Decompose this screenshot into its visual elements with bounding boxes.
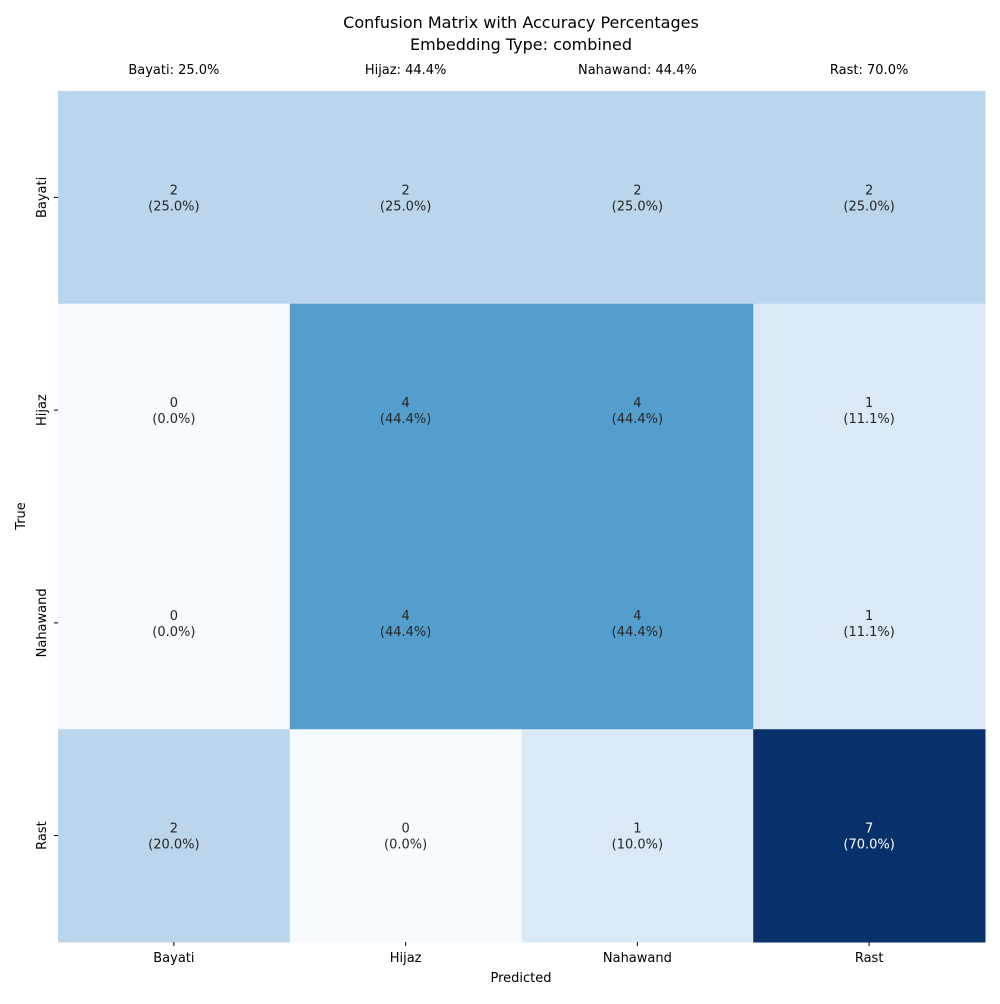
cell-percent-label: (11.1%) [843,412,894,427]
heatmap-cell [58,729,291,943]
x-axis: Bayati Hijaz Nahawand Rast [153,942,883,966]
heatmap-cells: 2(25.0%)2(25.0%)2(25.0%)2(25.0%)0(0.0%)4… [58,91,986,943]
cell-percent-label: (25.0%) [612,199,663,214]
chart-subtitle: Embedding Type: combined [410,35,632,54]
cell-count-label: 2 [401,183,409,198]
cell-count-label: 1 [633,822,641,837]
heatmap-cell [58,91,291,305]
cell-percent-label: (20.0%) [148,838,199,853]
column-accuracy-label: Rast: 70.0% [830,63,908,78]
y-tick-label: Nahawand [35,588,50,657]
y-tick-label: Bayati [35,177,50,218]
heatmap-cell [289,91,522,305]
cell-count-label: 4 [633,609,641,624]
cell-count-label: 4 [401,396,409,411]
cell-percent-label: (44.4%) [612,412,663,427]
y-tick-label: Hijaz [35,394,50,426]
y-tick-label: Rast [35,821,50,850]
cell-percent-label: (0.0%) [152,625,195,640]
cell-percent-label: (70.0%) [843,838,894,853]
cell-percent-label: (44.4%) [380,625,431,640]
cell-percent-label: (25.0%) [148,199,199,214]
y-axis-title: True [14,502,29,531]
column-accuracy-label: Hijaz: 44.4% [365,63,447,78]
heatmap-cell [289,516,522,730]
cell-count-label: 0 [401,822,409,837]
cell-count-label: 2 [633,183,641,198]
heatmap-cell [58,516,291,730]
cell-percent-label: (11.1%) [843,625,894,640]
cell-count-label: 2 [170,183,178,198]
heatmap-cell [521,516,754,730]
heatmap-cell [521,91,754,305]
chart-title: Confusion Matrix with Accuracy Percentag… [343,13,699,32]
cell-percent-label: (10.0%) [612,838,663,853]
heatmap-cell [58,303,291,517]
cell-percent-label: (25.0%) [843,199,894,214]
cell-count-label: 0 [170,396,178,411]
column-accuracy-label: Bayati: 25.0% [128,63,219,78]
heatmap-cell [521,729,754,943]
x-axis-title: Predicted [490,971,551,986]
heatmap-cell [289,729,522,943]
heatmap-cell [753,516,986,730]
column-accuracy-label: Nahawand: 44.4% [578,63,697,78]
x-tick-label: Nahawand [603,951,672,966]
x-tick-label: Hijaz [390,951,422,966]
cell-percent-label: (0.0%) [152,412,195,427]
column-accuracy-labels: Bayati: 25.0% Hijaz: 44.4% Nahawand: 44.4%… [128,63,908,78]
x-tick-label: Rast [855,951,884,966]
cell-percent-label: (25.0%) [380,199,431,214]
cell-count-label: 2 [170,822,178,837]
cell-count-label: 4 [401,609,409,624]
heatmap-cell [289,303,522,517]
cell-count-label: 2 [865,183,873,198]
cell-percent-label: (44.4%) [380,412,431,427]
heatmap-cell [521,303,754,517]
heatmap-cell [753,729,986,943]
x-tick-label: Bayati [153,951,194,966]
heatmap-cell [753,91,986,305]
cell-percent-label: (0.0%) [384,838,427,853]
heatmap-cell [753,303,986,517]
cell-count-label: 0 [170,609,178,624]
cell-count-label: 1 [865,396,873,411]
cell-count-label: 1 [865,609,873,624]
y-axis: Bayati Hijaz Nahawand Rast [35,177,58,850]
cell-count-label: 4 [633,396,641,411]
cell-count-label: 7 [865,822,873,837]
cell-percent-label: (44.4%) [612,625,663,640]
